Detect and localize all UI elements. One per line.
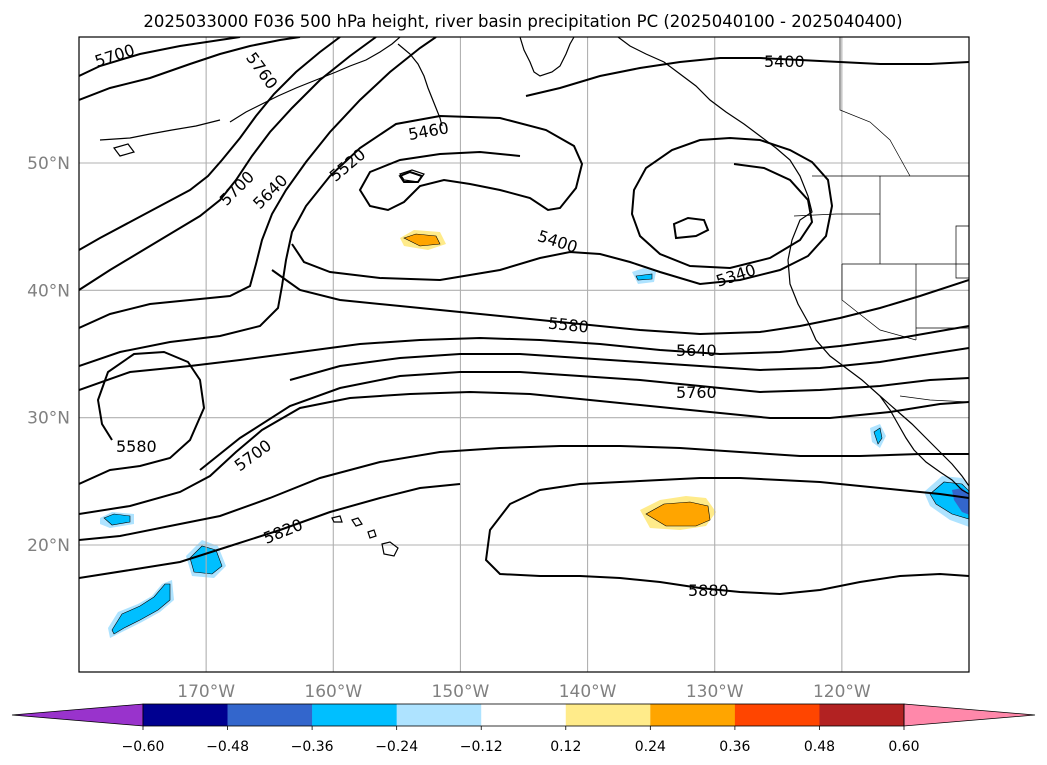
us-state-border xyxy=(841,264,917,341)
precip-patch xyxy=(403,233,441,247)
contour-label: 5580 xyxy=(547,314,589,337)
baja-california-coastline xyxy=(879,395,969,495)
lat-tick-label: 30°N xyxy=(27,409,70,429)
colorbar-tick-label: 0.36 xyxy=(719,739,750,755)
contour-line xyxy=(79,325,969,391)
height-contours xyxy=(79,37,969,596)
colorbar-tick-label: 0.48 xyxy=(804,739,835,755)
precip-patch xyxy=(873,427,883,445)
aleutian-islands xyxy=(99,119,221,141)
colorbar-tick-label: 0.60 xyxy=(888,739,919,755)
lon-tick-label: 150°W xyxy=(432,682,490,702)
precip-patch xyxy=(111,583,171,635)
colorbar-extend-low xyxy=(11,703,144,727)
lat-tick-label: 40°N xyxy=(27,281,70,301)
colorbar-tick-label: −0.12 xyxy=(460,739,503,755)
contour-line xyxy=(79,37,241,77)
precip-patch xyxy=(645,501,711,527)
contour-line xyxy=(525,57,969,97)
contour-line xyxy=(289,347,969,381)
colorbar-bin xyxy=(481,704,567,726)
precip-patch xyxy=(952,488,969,515)
political-borders xyxy=(793,37,969,403)
contour-line xyxy=(79,37,437,329)
lat-tick-label: 20°N xyxy=(27,536,70,556)
hawaii-island xyxy=(351,517,363,527)
canada-province-border xyxy=(839,37,911,177)
contour-line xyxy=(291,136,834,286)
pacific-northwest-coastline xyxy=(617,37,969,487)
contour-line xyxy=(79,114,584,367)
contour-line xyxy=(398,170,424,183)
colorbar-ticks: −0.60 −0.48 −0.36 −0.24 −0.12 0.12 0.24 0.36 0.4… xyxy=(122,726,920,755)
lon-tick-label: 130°W xyxy=(686,682,744,702)
alaska-coastline xyxy=(397,43,443,127)
contour-label: 5760 xyxy=(676,383,717,402)
contour-line xyxy=(79,445,969,541)
contour-label: 5880 xyxy=(688,581,729,600)
contour-line xyxy=(79,37,377,291)
colorbar-bin xyxy=(650,704,736,726)
colorbar-bin xyxy=(565,704,651,726)
map-frame xyxy=(78,36,970,673)
hawaii-island xyxy=(381,541,399,557)
contour-line xyxy=(199,371,969,471)
colorbar-bin xyxy=(396,704,482,726)
contour-label: 5580 xyxy=(116,437,157,456)
contour-label: 5400 xyxy=(764,52,805,71)
lon-tick-label: 140°W xyxy=(559,682,617,702)
colorbar: −0.60 −0.48 −0.36 −0.24 −0.12 0.12 0.24 0.36 0.4… xyxy=(11,703,1036,755)
colorbar-bin xyxy=(734,704,820,726)
contour-line xyxy=(484,477,969,596)
us-state-border xyxy=(793,213,880,217)
graticule xyxy=(79,37,969,672)
axis-tick-labels: 170°W 160°W 150°W 140°W 130°W 120°W 20°N 30°N 40… xyxy=(27,154,871,702)
precip-patch xyxy=(103,513,131,526)
precipitation-shading xyxy=(100,230,969,638)
contour-line xyxy=(672,216,710,240)
alaska-coastline xyxy=(519,37,575,77)
colorbar-bin xyxy=(819,704,905,726)
colorbar-tick-label: 0.12 xyxy=(550,739,581,755)
colorbar-tick-label: 0.24 xyxy=(635,739,666,755)
colorbar-tick-label: −0.24 xyxy=(375,739,418,755)
map-panel: 5700 5760 5700 5640 5520 5460 5400 5400 … xyxy=(79,37,969,672)
colorbar-outline xyxy=(142,703,905,727)
hawaii-island xyxy=(367,529,377,539)
aleutian-island xyxy=(112,143,136,157)
colorbar-bin xyxy=(227,704,313,726)
hawaii-island xyxy=(331,515,343,523)
contour-label: 5640 xyxy=(676,341,717,360)
colorbar-tick-label: −0.48 xyxy=(206,739,249,755)
contour-line xyxy=(79,37,341,251)
lon-tick-label: 120°W xyxy=(813,682,871,702)
colorbar-extend-high xyxy=(903,703,1036,727)
contour-line xyxy=(271,269,969,336)
colorbar-tick-label: −0.36 xyxy=(291,739,334,755)
colorbar-bins xyxy=(11,703,1036,727)
lon-tick-label: 160°W xyxy=(304,682,362,702)
contour-line xyxy=(79,483,461,579)
colorbar-tick-label: −0.60 xyxy=(122,739,165,755)
colorbar-bin xyxy=(143,704,228,726)
contour-line xyxy=(79,37,301,101)
us-state-border xyxy=(955,225,969,279)
lat-tick-label: 50°N xyxy=(27,154,70,174)
lon-tick-label: 170°W xyxy=(177,682,235,702)
contour-line xyxy=(79,350,206,485)
contour-line xyxy=(79,390,969,515)
chart-title: 2025033000 F036 500 hPa height, river ba… xyxy=(143,12,902,31)
us-mexico-border xyxy=(899,395,969,403)
colorbar-bin xyxy=(312,704,397,726)
precip-patch xyxy=(635,273,653,281)
